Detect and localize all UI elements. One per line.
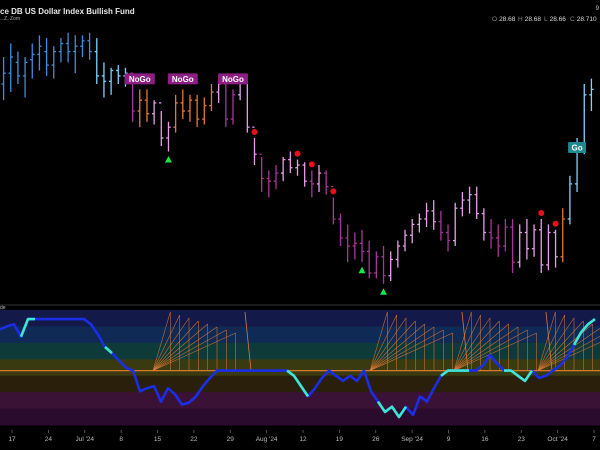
ohlc-value: 28.68 [524, 16, 541, 23]
cloud-line [152, 326, 218, 371]
cloud-line [369, 320, 416, 371]
cloud-line [152, 311, 171, 371]
signal-label: NoGo [222, 75, 244, 84]
bullish-triangle [358, 266, 366, 274]
cloud-line [453, 317, 491, 371]
cloud-line [152, 332, 236, 371]
oscillator-band [0, 359, 600, 377]
cloud-line [369, 329, 444, 371]
x-tick-label: 12 [299, 436, 307, 443]
x-tick-label: 16 [481, 436, 489, 443]
cloud-line [537, 323, 593, 371]
bearish-dot [330, 188, 337, 195]
x-tick-label: 22 [190, 436, 198, 443]
cloud-line [453, 311, 472, 371]
signal-label-bg [124, 73, 155, 85]
cloud-line [152, 317, 190, 371]
signal-label: NoGo [172, 75, 194, 84]
cloud-line [537, 335, 600, 371]
x-tick-label: 9 [447, 436, 451, 443]
cloud-line [244, 311, 252, 371]
oscillator-highlight [504, 369, 534, 383]
cloud-line [537, 317, 575, 371]
x-tick-label: 17 [8, 436, 16, 443]
cloud-line [453, 314, 481, 371]
x-tick-label: 8 [119, 436, 123, 443]
ohlc-value: 28.68 [499, 16, 516, 23]
cloud-line [369, 323, 425, 371]
cloud-line [152, 320, 199, 371]
signal-label-bg [568, 142, 587, 153]
cloud-line [537, 311, 556, 371]
oscillator-highlight [572, 318, 596, 346]
ohlc-l: L 28.66 [544, 16, 566, 23]
oscillator-label: de [0, 305, 6, 311]
oscillator-band [0, 310, 600, 327]
cloud-line [369, 326, 435, 371]
ohlc-c: C 28.710 [570, 16, 597, 23]
cloud-line [152, 314, 180, 371]
cloud-line [453, 323, 509, 371]
ohlc-key: L [544, 16, 548, 23]
x-tick-label: Sep '24 [401, 436, 423, 443]
oscillator-highlight [104, 346, 113, 355]
cloud-line [453, 326, 519, 371]
bearish-dot [308, 161, 315, 168]
signal-label-bg [217, 73, 248, 85]
bullish-triangle [380, 288, 388, 295]
signal-label-bg [167, 73, 198, 85]
x-tick-label: Jul '24 [75, 436, 94, 443]
cloud-line [545, 311, 553, 371]
ohlc-value: 28.66 [549, 16, 566, 23]
bullish-triangle [164, 156, 172, 163]
cloud-line [537, 314, 565, 371]
oscillator-band [0, 392, 600, 410]
ohlc-value: 28.710 [576, 16, 597, 23]
x-tick-label: 15 [154, 436, 162, 443]
cloud-line [369, 332, 453, 371]
bearish-dot [294, 150, 301, 157]
oscillator-highlight [19, 317, 35, 338]
cloud-line [369, 314, 397, 371]
cloud-line [453, 332, 537, 371]
oscillator-highlight [376, 400, 408, 419]
bearish-dot [552, 220, 559, 227]
oscillator-highlight [440, 369, 469, 377]
cloud-line [537, 320, 584, 371]
oscillator-band [0, 326, 600, 344]
x-tick-label: Aug '24 [256, 436, 278, 443]
bearish-dot [538, 210, 545, 216]
cloud-line [152, 323, 208, 371]
signal-label: Go [572, 144, 583, 153]
ohlc-key: H [518, 16, 523, 23]
oscillator-band [0, 408, 600, 426]
ohlc-key: O [492, 16, 498, 23]
x-tick-label: 24 [45, 436, 53, 443]
cloud-line [369, 317, 407, 371]
ohlc-o: O 28.68 [492, 16, 515, 23]
bearish-dot [251, 129, 258, 135]
cloud-line [453, 320, 500, 371]
oscillator-band [0, 342, 600, 360]
oscillator-highlight [286, 369, 310, 398]
x-tick-label: 26 [372, 436, 380, 443]
cloud-line [461, 311, 469, 371]
instrument-title: ce DB US Dollar Index Bullish Fund [0, 7, 135, 16]
x-tick-label: 7 [592, 436, 596, 443]
signal-label: NoGo [129, 75, 151, 84]
ohlc-key: C [570, 16, 575, 23]
cloud-line [369, 311, 388, 371]
x-tick-label: 23 [518, 436, 526, 443]
cloud-line [453, 329, 528, 371]
cloud-line [537, 342, 600, 371]
instrument-subtitle: ...Z, Zom [0, 16, 20, 22]
cloud-line [152, 329, 227, 371]
top-right-marker: 9 [595, 6, 599, 12]
cloud-line [537, 328, 600, 371]
ohlc-h: H 28.68 [518, 16, 541, 23]
x-tick-label: 19 [336, 436, 344, 443]
x-tick-label: 29 [227, 436, 235, 443]
x-tick-label: Oct '24 [547, 436, 568, 443]
